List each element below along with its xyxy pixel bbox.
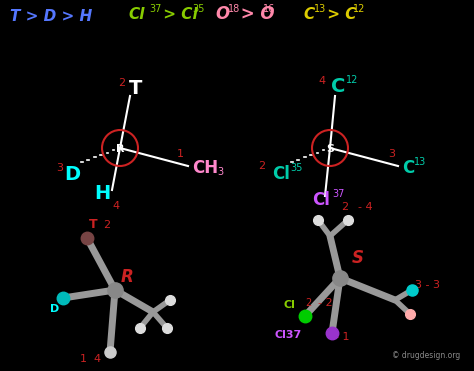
Text: T: T xyxy=(129,79,143,98)
Text: - 2: - 2 xyxy=(318,298,333,308)
Text: T > D > H: T > D > H xyxy=(10,9,92,23)
Text: 4: 4 xyxy=(319,76,326,86)
Text: 37: 37 xyxy=(149,4,161,14)
Text: H: H xyxy=(94,184,110,203)
Text: CH: CH xyxy=(192,159,218,177)
Text: 4: 4 xyxy=(112,201,119,211)
Text: 2: 2 xyxy=(258,161,265,171)
Text: - 1: - 1 xyxy=(335,332,349,342)
Text: 1: 1 xyxy=(176,149,183,159)
Text: 37: 37 xyxy=(332,189,345,199)
Text: 2: 2 xyxy=(341,202,348,212)
Text: 13: 13 xyxy=(414,157,426,167)
Text: 18: 18 xyxy=(228,4,240,14)
Text: > Cl: > Cl xyxy=(158,7,198,22)
Text: 4: 4 xyxy=(93,354,100,364)
Text: 12: 12 xyxy=(346,75,358,85)
Text: 16: 16 xyxy=(263,4,275,14)
Text: 35: 35 xyxy=(192,4,204,14)
Text: C: C xyxy=(331,76,345,95)
Text: Cl37: Cl37 xyxy=(275,330,302,340)
Text: Cl: Cl xyxy=(283,300,295,310)
Text: R: R xyxy=(120,268,133,286)
Text: 1: 1 xyxy=(80,354,86,364)
Text: T: T xyxy=(89,218,97,231)
Text: 13: 13 xyxy=(314,4,326,14)
Text: - 4: - 4 xyxy=(358,202,373,212)
Text: © drugdesign.org: © drugdesign.org xyxy=(392,351,460,360)
Text: 12: 12 xyxy=(353,4,365,14)
Text: > C: > C xyxy=(322,7,356,22)
Text: O: O xyxy=(215,5,229,23)
Text: 3: 3 xyxy=(389,149,395,159)
Text: C: C xyxy=(402,159,414,177)
Text: Cl: Cl xyxy=(272,165,290,183)
Text: D: D xyxy=(50,304,60,314)
Text: C: C xyxy=(303,7,314,22)
Text: Cl: Cl xyxy=(128,7,145,22)
Text: 3: 3 xyxy=(56,163,64,173)
Text: 2: 2 xyxy=(103,220,110,230)
Text: D: D xyxy=(64,164,80,184)
Text: 2: 2 xyxy=(118,78,126,88)
Text: 3 - 3: 3 - 3 xyxy=(415,280,440,290)
Text: 3: 3 xyxy=(217,167,223,177)
Text: S: S xyxy=(352,249,364,267)
Text: 35: 35 xyxy=(290,163,302,173)
Text: R: R xyxy=(116,144,124,154)
Text: S: S xyxy=(326,144,334,154)
Text: 2: 2 xyxy=(305,298,311,308)
Text: > O: > O xyxy=(235,5,274,23)
Text: Cl: Cl xyxy=(312,191,330,209)
